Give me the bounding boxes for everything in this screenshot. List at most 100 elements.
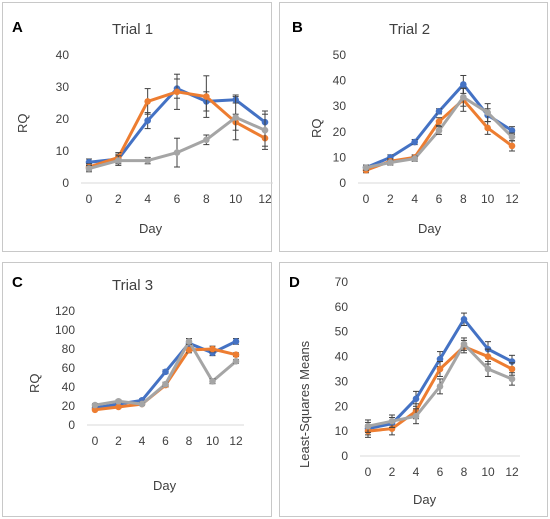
plot-area: 0 20 40 60 80 100 120 0 2 4 6 8 10 12 [55, 304, 244, 448]
data-point [232, 338, 240, 345]
panel-label: A [12, 19, 23, 36]
y-tick-label: 20 [62, 399, 76, 413]
data-point [436, 365, 444, 373]
data-point [203, 136, 210, 144]
y-tick-label: 0 [68, 418, 75, 432]
x-tick-label: 2 [387, 192, 394, 206]
data-point [508, 142, 516, 150]
data-point [388, 417, 396, 425]
data-point [232, 358, 240, 365]
x-tick-label: 2 [389, 465, 396, 479]
x-tick-label: 8 [461, 465, 468, 479]
plot-area: 0 10 20 30 40 0 2 4 6 8 10 12 [56, 48, 273, 206]
x-axis-label: Day [418, 221, 442, 236]
data-point [162, 368, 169, 376]
x-tick-label: 10 [229, 192, 243, 206]
data-point [209, 378, 216, 385]
x-tick-label: 4 [411, 192, 418, 206]
data-point [85, 165, 93, 172]
data-point [115, 397, 122, 405]
x-tick-label: 12 [258, 192, 272, 206]
y-tick-label: 40 [62, 380, 76, 394]
data-point [484, 365, 492, 373]
data-point [508, 365, 516, 373]
data-point [436, 355, 444, 363]
data-point [508, 127, 516, 134]
x-tick-label: 2 [115, 434, 122, 448]
chart-title: Trial 2 [389, 21, 431, 38]
y-tick-label: 100 [55, 323, 75, 337]
data-point [435, 108, 443, 115]
x-tick-label: 6 [162, 434, 169, 448]
data-point [484, 353, 492, 360]
data-point [484, 124, 491, 132]
chart-title: Trial 3 [112, 277, 154, 294]
x-tick-label: 0 [92, 434, 99, 448]
series-3 [85, 94, 269, 173]
x-tick-label: 0 [86, 192, 93, 206]
plot-area: 0 10 20 30 40 50 60 70 0 2 4 6 8 10 12 [335, 275, 520, 479]
data-point [138, 400, 146, 408]
x-tick-label: 6 [437, 465, 444, 479]
chart-panel-b: B Trial 2 RQ Day 0 10 20 30 40 50 0 2 4 6 8 10 12 [279, 2, 548, 252]
data-point [185, 346, 193, 354]
plot-area: 0 10 20 30 40 50 0 2 4 6 8 10 12 [333, 48, 520, 206]
data-point [144, 117, 151, 124]
data-point [185, 338, 193, 345]
data-point [173, 88, 181, 96]
data-point [91, 401, 99, 409]
data-point [115, 157, 122, 164]
data-point [387, 159, 394, 166]
x-tick-label: 12 [505, 192, 519, 206]
data-point [261, 126, 269, 134]
y-tick-label: 120 [55, 304, 75, 318]
data-point [411, 138, 418, 146]
x-axis-label: Day [413, 492, 437, 507]
data-point [173, 149, 181, 156]
chart-title: Trial 1 [112, 21, 154, 38]
chart-panel-c: C Trial 3 RQ Day 0 20 40 60 80 100 120 0 2 4 6 8 10 1… [2, 262, 272, 517]
x-tick-label: 8 [186, 434, 193, 448]
data-point [412, 395, 420, 403]
y-tick-label: 30 [335, 374, 349, 388]
y-tick-label: 60 [62, 361, 76, 375]
x-tick-label: 6 [436, 192, 443, 206]
x-tick-label: 10 [206, 434, 220, 448]
panel-label: D [289, 274, 300, 291]
data-point [412, 412, 420, 420]
y-tick-label: 10 [335, 424, 349, 438]
x-tick-label: 0 [365, 465, 372, 479]
x-axis-label: Day [139, 221, 163, 236]
data-point [144, 157, 151, 164]
x-tick-label: 12 [505, 465, 519, 479]
panel-label: C [12, 274, 23, 291]
y-tick-label: 10 [333, 150, 347, 164]
x-tick-label: 10 [481, 192, 495, 206]
series-3 [362, 87, 516, 171]
y-tick-label: 10 [56, 144, 70, 158]
y-tick-label: 60 [335, 300, 349, 314]
data-point [162, 380, 169, 388]
data-point [460, 340, 468, 348]
y-tick-label: 20 [333, 125, 347, 139]
data-point [232, 351, 240, 358]
data-point [115, 403, 122, 411]
data-point [364, 422, 372, 430]
data-point [435, 118, 443, 125]
data-point [411, 155, 418, 162]
y-tick-label: 20 [335, 399, 349, 413]
data-point [91, 406, 99, 414]
data-point [362, 164, 370, 171]
x-tick-label: 12 [229, 434, 243, 448]
x-tick-label: 4 [413, 465, 420, 479]
data-point [460, 81, 467, 88]
x-tick-label: 10 [481, 465, 495, 479]
data-point [435, 127, 443, 134]
data-point [436, 383, 444, 390]
y-tick-label: 70 [335, 275, 349, 289]
y-tick-label: 40 [333, 74, 347, 88]
data-point [460, 93, 467, 101]
x-tick-label: 8 [460, 192, 467, 206]
y-tick-label: 0 [62, 176, 69, 190]
data-point [232, 114, 239, 121]
